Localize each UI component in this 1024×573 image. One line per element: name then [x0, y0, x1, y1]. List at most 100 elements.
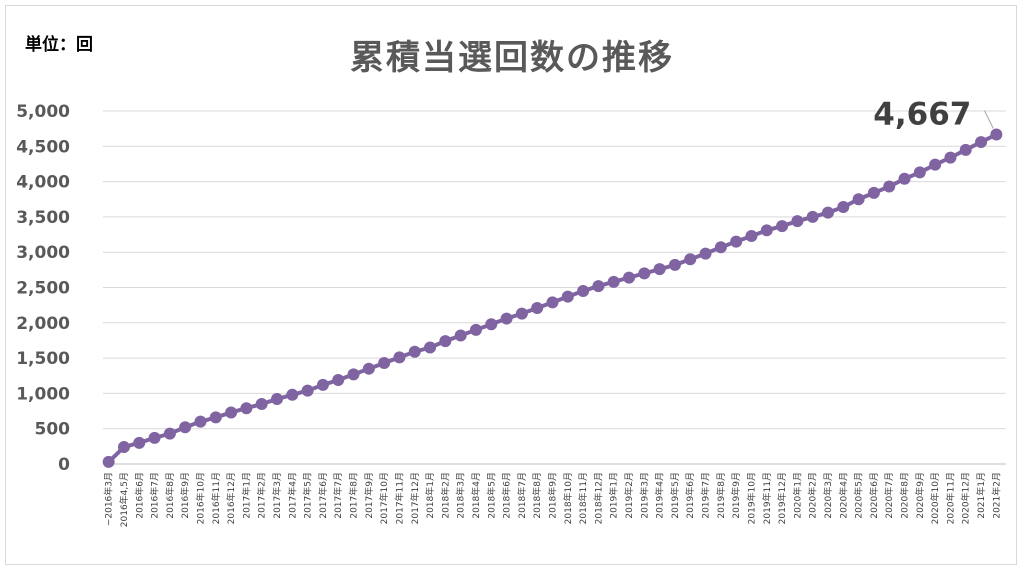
data-point	[653, 263, 666, 276]
x-tick-label: 2019年8月	[715, 472, 727, 519]
x-tick-label: 2018年10月	[562, 472, 574, 524]
data-point	[424, 341, 437, 354]
x-tick-label: 2020年6月	[868, 472, 880, 519]
y-tick-label: 3,000	[16, 243, 70, 263]
unit-label: 単位：回	[25, 35, 93, 55]
x-tick-label: 2018年12月	[592, 472, 604, 524]
x-tick-label: 2016年8月	[164, 472, 176, 519]
data-point	[806, 210, 819, 223]
x-tick-label: 2017年9月	[363, 472, 375, 519]
data-point	[684, 253, 697, 266]
data-point	[990, 128, 1003, 141]
data-label-last: 4,667	[873, 97, 971, 133]
x-tick-label: 2018年1月	[424, 472, 436, 519]
x-tick-label: 2020年12月	[960, 472, 972, 524]
data-point	[730, 235, 743, 248]
x-tick-label: 2020年9月	[914, 472, 926, 519]
data-point	[623, 271, 636, 284]
x-tick-label: 2019年5月	[669, 472, 681, 519]
data-point	[271, 393, 284, 406]
data-point	[362, 362, 375, 375]
data-point	[117, 441, 130, 454]
x-tick-label: 2018年3月	[455, 472, 467, 519]
x-tick-label: 2018年8月	[531, 472, 543, 519]
data-point	[408, 345, 421, 358]
data-point	[179, 421, 192, 434]
data-point	[592, 280, 605, 293]
data-point	[776, 220, 789, 233]
chart-title: 累積当選回数の推移	[350, 38, 674, 78]
data-point	[485, 318, 498, 331]
data-point	[393, 351, 406, 364]
data-point	[454, 329, 467, 342]
data-point	[837, 201, 850, 214]
data-point	[577, 285, 590, 298]
x-tick-label: 2021年1月	[975, 472, 987, 519]
x-tick-label: 2016年11月	[210, 472, 222, 524]
data-point	[760, 224, 773, 237]
data-point	[821, 206, 834, 219]
x-tick-label: 2017年11月	[393, 472, 405, 524]
x-tick-label: 2016年7月	[149, 472, 161, 519]
data-point	[316, 378, 329, 391]
data-point	[852, 193, 865, 206]
x-tick-label: 2020年3月	[822, 472, 834, 519]
x-tick-label: 2018年7月	[516, 472, 528, 519]
data-point	[546, 296, 559, 309]
x-tick-label: 2021年2月	[990, 472, 1002, 519]
x-tick-label: 2019年2月	[623, 472, 635, 519]
x-tick-label: 2019年6月	[684, 472, 696, 519]
x-tick-label: 2018年11月	[577, 472, 589, 524]
data-point	[209, 411, 222, 424]
data-point	[194, 415, 207, 428]
x-tick-label: 2017年7月	[332, 472, 344, 519]
data-point	[439, 335, 452, 348]
x-tick-label: 2018年5月	[485, 472, 497, 519]
x-tick-label: 2017年1月	[240, 472, 252, 519]
x-tick-label: 2017年3月	[271, 472, 283, 519]
y-tick-label: 5,000	[16, 102, 70, 122]
data-point	[301, 384, 314, 397]
data-point	[531, 301, 544, 314]
x-tick-label: 2019年3月	[638, 472, 650, 519]
x-tick-label: 2017年10月	[378, 472, 390, 524]
data-point	[898, 172, 911, 185]
x-tick-label: 2020年10月	[929, 472, 941, 524]
data-point	[975, 136, 988, 149]
data-label-leader	[983, 110, 994, 129]
x-tick-label: 2016年10月	[194, 472, 206, 524]
data-point	[714, 241, 727, 254]
data-point	[500, 312, 513, 325]
x-tick-label: 2018年9月	[547, 472, 559, 519]
data-point	[469, 323, 482, 336]
data-point	[286, 388, 299, 401]
data-point	[347, 368, 360, 381]
x-tick-label: 2017年2月	[256, 472, 268, 519]
x-tick-label: 2019年11月	[761, 472, 773, 524]
x-tick-label: 2019年9月	[730, 472, 742, 519]
data-point	[378, 357, 391, 370]
x-axis-ticks: ~2016年3月 2016年4,5月 2016年6月 2016年7月 2016年8月 20…	[103, 472, 1003, 527]
data-point	[133, 436, 146, 449]
x-tick-label: 2017年6月	[317, 472, 329, 519]
data-point	[225, 406, 238, 419]
y-tick-label: 1,500	[16, 349, 70, 369]
x-tick-label: 2019年1月	[608, 472, 620, 519]
y-tick-label: 2,000	[16, 314, 70, 334]
x-tick-label: 2017年5月	[302, 472, 314, 519]
data-point	[515, 307, 528, 320]
x-tick-label: 2020年1月	[791, 472, 803, 519]
x-tick-label: 2020年4月	[837, 472, 849, 519]
x-tick-label: 2017年12月	[409, 472, 421, 524]
data-point	[668, 258, 681, 271]
data-point	[638, 267, 651, 280]
x-tick-label: ~2016年3月	[103, 472, 115, 526]
y-tick-label: 3,500	[16, 208, 70, 228]
data-point	[255, 397, 268, 410]
x-tick-label: 2019年7月	[700, 472, 712, 519]
data-point	[929, 158, 942, 171]
y-tick-label: 500	[35, 420, 71, 440]
x-tick-label: 2018年4月	[470, 472, 482, 519]
x-tick-label: 2016年6月	[133, 472, 145, 519]
x-tick-label: 2020年2月	[807, 472, 819, 519]
